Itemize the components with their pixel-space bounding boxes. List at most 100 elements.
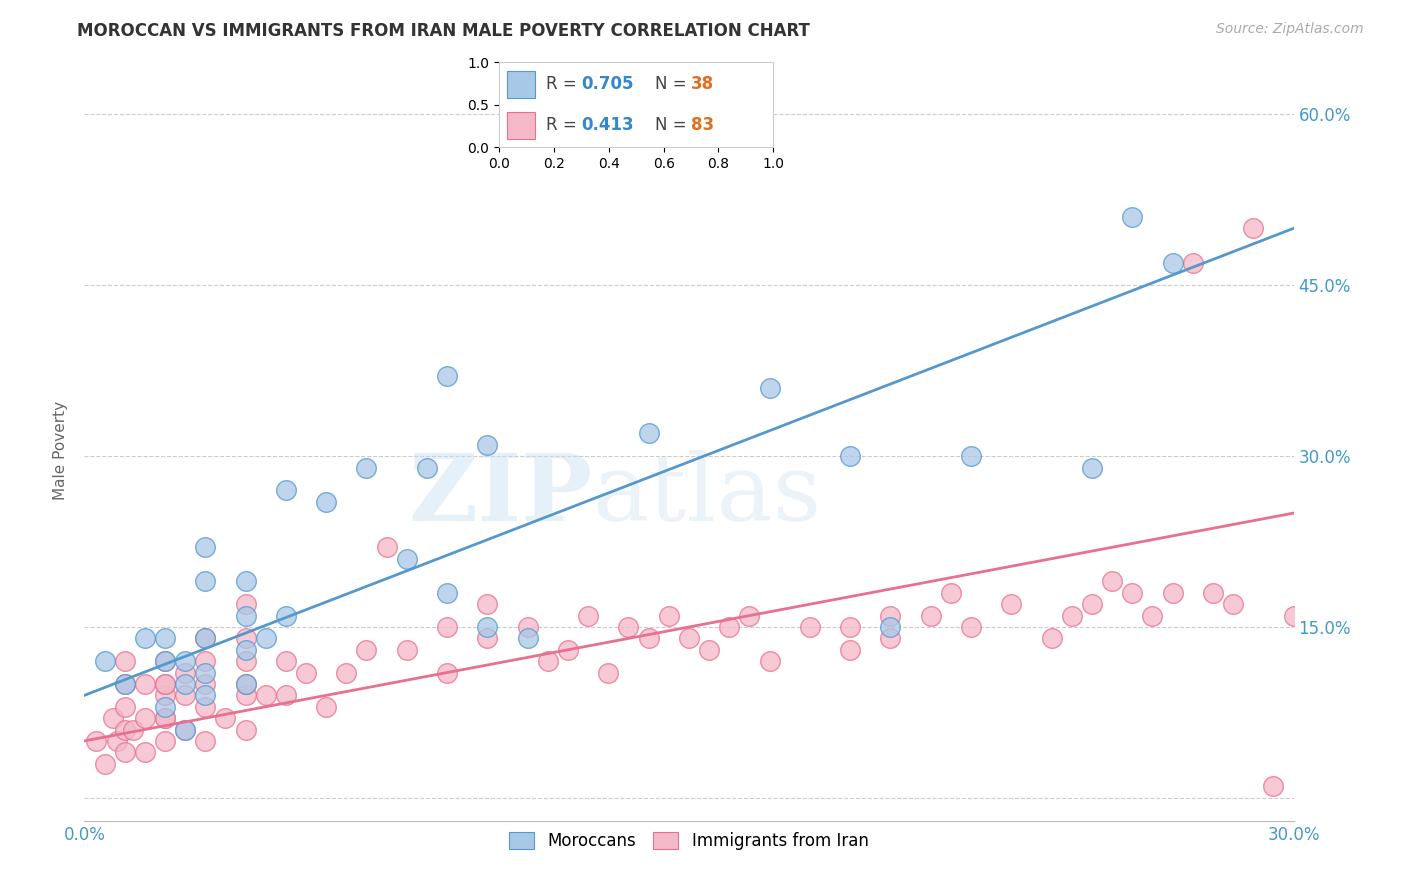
Point: [1282, 608, 1305, 623]
Point: [436, 369, 458, 384]
Point: [235, 677, 257, 691]
Point: [86, 734, 108, 748]
Point: [1081, 460, 1104, 475]
Point: [920, 608, 942, 623]
Point: [295, 665, 318, 680]
Text: atlas: atlas: [592, 450, 821, 540]
Point: [738, 608, 761, 623]
Point: [516, 620, 538, 634]
Point: [436, 620, 458, 634]
Point: [598, 665, 620, 680]
Point: [960, 620, 983, 634]
Point: [153, 654, 176, 668]
Point: [1040, 632, 1063, 646]
Point: [93, 654, 115, 668]
Point: [537, 654, 560, 668]
Point: [153, 677, 176, 691]
Point: [114, 654, 136, 668]
Point: [274, 608, 297, 623]
Point: [477, 620, 499, 634]
Point: [617, 620, 640, 634]
Point: [134, 745, 156, 759]
Point: [637, 632, 659, 646]
Point: [134, 677, 156, 691]
Point: [235, 723, 257, 737]
Point: [235, 642, 257, 657]
Bar: [508, 112, 534, 139]
Text: Source: ZipAtlas.com: Source: ZipAtlas.com: [1216, 22, 1364, 37]
Point: [105, 734, 128, 748]
Point: [153, 711, 176, 725]
Point: [960, 449, 983, 463]
Point: [214, 711, 236, 725]
Point: [274, 654, 297, 668]
Point: [477, 632, 499, 646]
Point: [194, 665, 217, 680]
Text: N =: N =: [655, 116, 692, 134]
Point: [1241, 221, 1264, 235]
Point: [477, 438, 499, 452]
Point: [101, 711, 124, 725]
Point: [274, 689, 297, 703]
Point: [879, 632, 901, 646]
Text: ZIP: ZIP: [408, 450, 592, 540]
Point: [235, 689, 257, 703]
Point: [194, 574, 217, 589]
Point: [697, 642, 720, 657]
Point: [153, 711, 176, 725]
Point: [1202, 586, 1225, 600]
Point: [153, 654, 176, 668]
Point: [114, 745, 136, 759]
Point: [194, 734, 217, 748]
Point: [839, 642, 862, 657]
Point: [315, 699, 337, 714]
Point: [718, 620, 741, 634]
Point: [194, 632, 217, 646]
Point: [114, 677, 136, 691]
Point: [758, 381, 780, 395]
Point: [235, 608, 257, 623]
Point: [356, 642, 378, 657]
Point: [194, 654, 217, 668]
Point: [134, 711, 156, 725]
Legend: Moroccans, Immigrants from Iran: Moroccans, Immigrants from Iran: [503, 825, 875, 856]
Text: R =: R =: [546, 76, 582, 94]
Point: [174, 677, 197, 691]
Point: [1161, 255, 1184, 269]
Point: [477, 597, 499, 611]
Point: [416, 460, 439, 475]
Point: [1222, 597, 1244, 611]
Point: [153, 632, 176, 646]
Point: [153, 689, 176, 703]
Point: [153, 734, 176, 748]
Point: [153, 677, 176, 691]
Point: [114, 699, 136, 714]
Point: [1181, 255, 1204, 269]
Point: [134, 632, 156, 646]
Point: [557, 642, 579, 657]
Point: [174, 665, 197, 680]
Point: [658, 608, 681, 623]
Point: [174, 689, 197, 703]
Point: [436, 665, 458, 680]
Point: [879, 620, 901, 634]
Point: [254, 632, 277, 646]
Point: [235, 677, 257, 691]
Point: [1142, 608, 1164, 623]
Bar: [508, 71, 534, 98]
Point: [375, 541, 398, 555]
Point: [1263, 780, 1285, 794]
Point: [879, 608, 901, 623]
Text: R =: R =: [546, 116, 582, 134]
Point: [839, 620, 862, 634]
Point: [1081, 597, 1104, 611]
Text: 38: 38: [692, 76, 714, 94]
Point: [194, 632, 217, 646]
Point: [254, 689, 277, 703]
Point: [174, 723, 197, 737]
Point: [315, 494, 337, 508]
Point: [436, 586, 458, 600]
Y-axis label: Male Poverty: Male Poverty: [53, 401, 69, 500]
Point: [93, 756, 115, 771]
Point: [799, 620, 821, 634]
